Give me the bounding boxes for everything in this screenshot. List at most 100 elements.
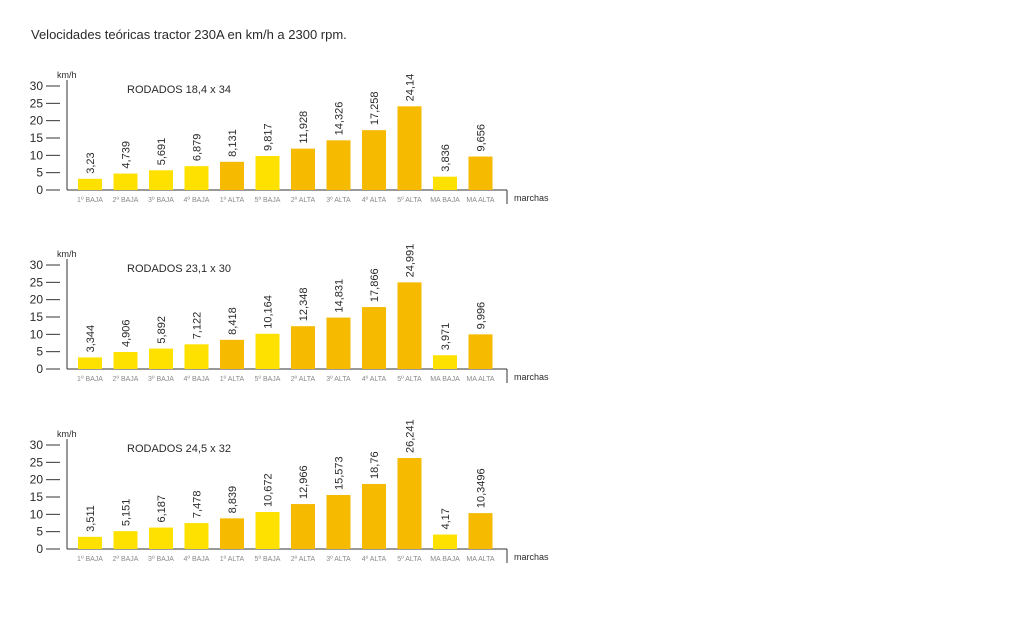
bar [326,495,351,549]
bar [184,523,209,549]
bar-value-label: 12,348 [298,288,310,322]
bar [113,173,138,190]
chart-1: 0 5 10 15 20 25 30 km/h RODADOS 18,4 x 34 marchas… [30,70,549,204]
y-tick-label: 15 [30,131,44,145]
y-tick-label: 30 [30,438,44,452]
bar-value-label: 3,971 [440,323,452,351]
x-axis-title: marchas [514,193,549,203]
bar [397,282,422,369]
x-axis-title: marchas [514,372,549,382]
x-tick-label: 4º ALTA [362,197,387,204]
bar [468,156,493,190]
bar [326,317,351,369]
bar-value-label: 7,478 [192,491,204,519]
x-tick-label: 3º ALTA [326,197,351,204]
x-tick-label: MA BAJA [430,556,460,563]
x-axis-title: marchas [514,552,549,562]
bar [78,357,102,369]
y-tick-label: 5 [36,525,43,539]
x-tick-label: 4º BAJA [184,197,210,204]
x-tick-label: 5º ALTA [397,376,422,383]
bar-value-label: 18,76 [369,451,381,479]
bar [149,348,173,369]
x-tick-label: 2º BAJA [113,376,139,383]
bar-value-label: 6,879 [192,134,204,162]
bar [113,531,138,549]
bar [291,326,315,369]
page-title: Velocidades teóricas tractor 230A en km/… [31,27,347,42]
bar-value-label: 24,14 [405,74,417,102]
bar-value-label: 8,839 [227,486,239,514]
y-tick-label: 20 [30,473,44,487]
bar [255,155,280,190]
x-tick-label: MA ALTA [466,376,494,383]
bar [362,130,386,190]
bar-value-label: 10,672 [263,473,275,507]
bar [184,166,209,190]
y-tick-label: 30 [30,79,44,93]
x-tick-label: MA ALTA [466,556,494,563]
bar-value-label: 10,164 [263,295,275,329]
bar [255,512,280,549]
x-tick-label: 4º ALTA [362,376,387,383]
bar [149,527,173,549]
bar-value-label: 8,131 [227,129,239,157]
y-tick-label: 25 [30,455,44,469]
bar [362,307,386,369]
y-tick-label: 10 [30,327,44,341]
y-tick-label: 10 [30,148,44,162]
y-tick-label: 20 [30,114,44,128]
bar-value-label: 5,151 [121,499,133,527]
x-tick-label: 1º BAJA [77,197,103,204]
bar-value-label: 3,836 [440,144,452,172]
bar-value-label: 4,739 [121,141,133,169]
x-tick-label: 5º BAJA [255,376,281,383]
x-tick-label: MA ALTA [466,197,494,204]
x-tick-label: 5º ALTA [397,556,422,563]
bar-value-label: 14,831 [334,279,346,313]
x-tick-label: MA BAJA [430,197,460,204]
x-tick-label: 1º ALTA [220,376,245,383]
y-tick-label: 25 [30,275,44,289]
bar-value-label: 26,241 [405,419,417,453]
bar [220,518,244,549]
y-axis-unit: km/h [57,429,77,439]
bar [113,351,138,369]
bar-value-label: 9,996 [476,302,488,330]
x-tick-label: 3º BAJA [148,376,174,383]
x-tick-label: MA BAJA [430,376,460,383]
x-tick-label: 3º ALTA [326,556,351,563]
bar [433,355,457,369]
x-tick-label: 1º BAJA [77,556,103,563]
bar [220,339,244,369]
chart-3: 0 5 10 15 20 25 30 km/h RODADOS 24,5 x 32 marchas… [30,419,549,563]
bar-value-label: 4,906 [121,319,133,347]
bar-value-label: 5,691 [156,138,168,166]
bar-value-label: 9,817 [263,123,275,151]
bar [291,148,315,190]
bar-value-label: 6,187 [156,495,168,523]
bar [468,334,493,369]
y-tick-label: 0 [36,362,43,376]
bar-value-label: 12,966 [298,465,310,499]
x-tick-label: 1º BAJA [77,376,103,383]
y-tick-label: 10 [30,507,44,521]
bar [149,170,173,190]
y-axis-unit: km/h [57,249,77,259]
bar [326,140,351,190]
bar-value-label: 8,418 [227,307,239,335]
bar-value-label: 7,122 [192,312,204,340]
bar-value-label: 17,258 [369,92,381,126]
bar [397,458,422,549]
y-tick-label: 15 [30,490,44,504]
bar-value-label: 14,326 [334,102,346,136]
chart-title: RODADOS 23,1 x 30 [127,263,231,275]
x-tick-label: 5º BAJA [255,556,281,563]
x-tick-label: 4º BAJA [184,556,210,563]
x-tick-label: 2º ALTA [291,376,316,383]
bar [255,333,280,369]
bar-value-label: 11,928 [298,111,310,144]
bar-value-label: 4,17 [440,508,452,529]
bar [78,178,102,190]
x-tick-label: 3º BAJA [148,197,174,204]
